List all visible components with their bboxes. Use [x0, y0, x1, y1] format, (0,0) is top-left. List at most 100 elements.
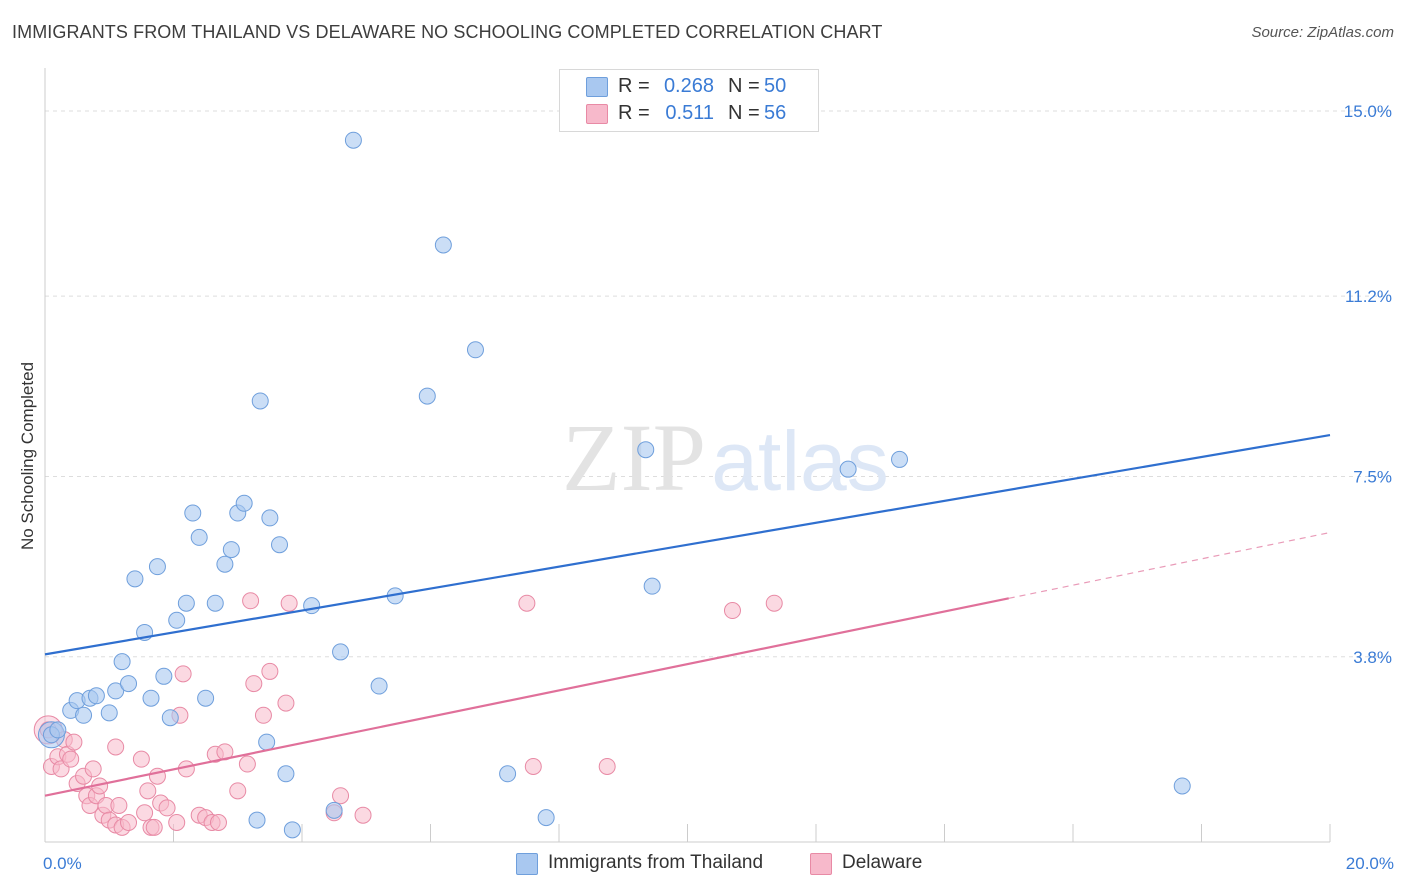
delaware-point [332, 787, 350, 805]
thailand-point [370, 677, 388, 695]
thailand-point [261, 509, 279, 527]
delaware-point [518, 594, 536, 612]
r-label: R = [618, 75, 650, 97]
thailand-point [235, 494, 253, 512]
y-tick-label: 3.8% [1353, 648, 1392, 667]
thailand-point [100, 704, 118, 722]
thailand-point [148, 558, 166, 576]
x-tick-label: 20.0% [1346, 854, 1394, 873]
thailand-point [155, 667, 173, 685]
legend-row-thailand: R = 0.268 N = 50 [560, 75, 818, 99]
thailand-point [107, 682, 125, 700]
thailand-swatch [586, 77, 608, 97]
delaware-point [139, 782, 157, 800]
thailand-point [161, 709, 179, 727]
n-label: N = [728, 102, 760, 124]
thailand-point [325, 801, 343, 819]
thailand-point [344, 131, 362, 149]
delaware-point [62, 750, 80, 768]
tick-labels: 3.8% 7.5% 11.2% 15.0% 0.0% 20.0% [43, 102, 1394, 873]
source-credit: Source: ZipAtlas.com [1251, 24, 1394, 41]
delaware-point [107, 738, 125, 756]
delaware-point [168, 814, 186, 832]
delaware-swatch [586, 104, 608, 124]
thailand-point [75, 706, 93, 724]
delaware-point [110, 796, 128, 814]
thailand-point [190, 528, 208, 546]
thailand-point [248, 811, 266, 829]
delaware-point [354, 806, 372, 824]
delaware-legend-swatch [810, 853, 832, 875]
delaware-point [277, 694, 295, 712]
delaware-point [261, 662, 279, 680]
x-tick-label: 0.0% [43, 854, 82, 873]
delaware-point [723, 602, 741, 620]
watermark-zip: ZIP [562, 404, 706, 511]
thailand-point [142, 689, 160, 707]
y-tick-label: 11.2% [1345, 287, 1392, 306]
thailand-point [251, 392, 269, 410]
r-label: R = [618, 102, 650, 124]
delaware-point [145, 818, 163, 836]
thailand-point [271, 536, 289, 554]
thailand-point [434, 236, 452, 254]
thailand-point [222, 541, 240, 559]
delaware-point [245, 675, 263, 693]
thailand-point [177, 594, 195, 612]
thailand-point [113, 653, 131, 671]
thailand-point [120, 675, 138, 693]
legend-label: Immigrants from Thailand [548, 852, 764, 873]
delaware-point [238, 755, 256, 773]
watermark-atlas: atlas [711, 414, 888, 508]
n-value: 50 [764, 75, 787, 97]
thailand-point [499, 765, 517, 783]
thailand-point [277, 765, 295, 783]
delaware-point [524, 757, 542, 775]
thailand-trend-line [44, 433, 1331, 656]
n-value: 56 [764, 102, 787, 124]
thailand-point [332, 643, 350, 661]
chart-title: IMMIGRANTS FROM THAILAND VS DELAWARE NO … [12, 22, 883, 42]
delaware-point [84, 760, 102, 778]
thailand-point [637, 441, 655, 459]
thailand-point [283, 821, 301, 839]
thailand-point [418, 387, 436, 405]
trend-lines [44, 433, 1331, 797]
thailand-point [197, 689, 215, 707]
delaware-point [132, 750, 150, 768]
thailand-point [1173, 777, 1191, 795]
delaware-point [174, 665, 192, 683]
n-label: N = [728, 75, 760, 97]
axes [44, 68, 1331, 843]
series-legend: Immigrants from Thailand Delaware [0, 852, 1406, 876]
delaware-point [765, 594, 783, 612]
y-tick-label: 7.5% [1353, 467, 1392, 486]
thailand-point [184, 504, 202, 522]
thailand-point [126, 570, 144, 588]
gridlines [45, 110, 1390, 658]
thailand-point [303, 597, 321, 615]
delaware-point [242, 592, 260, 610]
thailand-point [168, 611, 186, 629]
thailand-point [466, 341, 484, 359]
thailand-point [258, 733, 276, 751]
thailand-point [87, 687, 105, 705]
delaware-point [598, 757, 616, 775]
delaware-point [209, 814, 227, 832]
delaware-point [229, 782, 247, 800]
delaware-point [120, 814, 138, 832]
delaware-point [280, 594, 298, 612]
thailand-point [49, 721, 67, 739]
delaware-point [65, 733, 83, 751]
thailand-point [537, 809, 555, 827]
legend-label: Delaware [842, 852, 923, 873]
thailand-legend-swatch [516, 853, 538, 875]
r-value: 0.511 [665, 102, 714, 124]
legend-row-delaware: R = 0.511 N = 56 [560, 102, 818, 126]
delaware-trend-line [44, 597, 1009, 797]
delaware-point [254, 706, 272, 724]
delaware-point [136, 804, 154, 822]
thailand-point [206, 594, 224, 612]
delaware-trend-extension [1008, 531, 1331, 599]
